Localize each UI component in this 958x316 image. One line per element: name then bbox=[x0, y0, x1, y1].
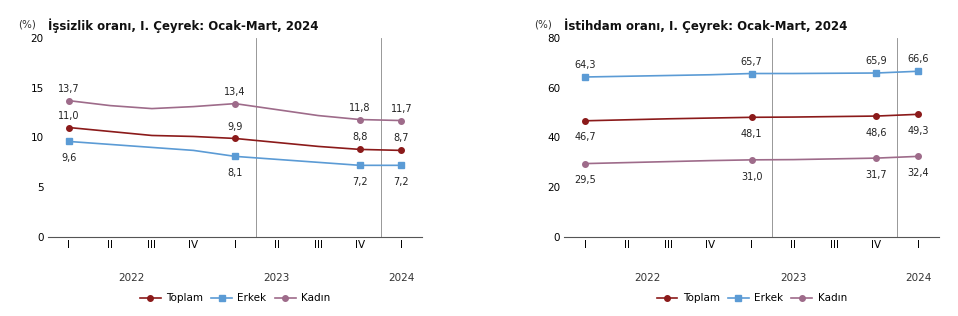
Text: 65,9: 65,9 bbox=[866, 56, 887, 66]
Text: 29,5: 29,5 bbox=[575, 175, 596, 185]
Text: 49,3: 49,3 bbox=[907, 126, 929, 136]
Text: 48,6: 48,6 bbox=[866, 128, 887, 138]
Legend: Toplam, Erkek, Kadın: Toplam, Erkek, Kadın bbox=[136, 289, 334, 307]
Text: 7,2: 7,2 bbox=[394, 177, 409, 187]
Text: 11,0: 11,0 bbox=[57, 111, 80, 121]
Legend: Toplam, Erkek, Kadın: Toplam, Erkek, Kadın bbox=[652, 289, 851, 307]
Text: 11,8: 11,8 bbox=[349, 103, 371, 112]
Text: (%): (%) bbox=[18, 20, 35, 30]
Text: 11,7: 11,7 bbox=[391, 104, 412, 113]
Text: 13,4: 13,4 bbox=[224, 87, 246, 97]
Text: 8,1: 8,1 bbox=[227, 168, 242, 178]
Text: 64,3: 64,3 bbox=[575, 60, 596, 70]
Text: İşsizlik oranı, I. Çeyrek: Ocak-Mart, 2024: İşsizlik oranı, I. Çeyrek: Ocak-Mart, 20… bbox=[48, 18, 318, 33]
Text: 48,1: 48,1 bbox=[741, 129, 763, 139]
Text: 66,6: 66,6 bbox=[907, 54, 929, 64]
Text: 8,7: 8,7 bbox=[394, 133, 409, 143]
Text: İstihdam oranı, I. Çeyrek: Ocak-Mart, 2024: İstihdam oranı, I. Çeyrek: Ocak-Mart, 20… bbox=[564, 18, 848, 33]
Text: 9,9: 9,9 bbox=[227, 122, 242, 131]
Text: 7,2: 7,2 bbox=[352, 177, 368, 187]
Text: 2022: 2022 bbox=[634, 273, 661, 283]
Text: 2024: 2024 bbox=[905, 273, 931, 283]
Text: (%): (%) bbox=[535, 20, 553, 30]
Text: 2024: 2024 bbox=[388, 273, 415, 283]
Text: 46,7: 46,7 bbox=[575, 132, 596, 143]
Text: 8,8: 8,8 bbox=[353, 132, 368, 143]
Text: 31,7: 31,7 bbox=[866, 170, 887, 180]
Text: 65,7: 65,7 bbox=[741, 57, 763, 67]
Text: 2023: 2023 bbox=[780, 273, 807, 283]
Text: 32,4: 32,4 bbox=[907, 168, 929, 178]
Text: 9,6: 9,6 bbox=[61, 153, 77, 163]
Text: 2022: 2022 bbox=[118, 273, 145, 283]
Text: 2023: 2023 bbox=[263, 273, 290, 283]
Text: 31,0: 31,0 bbox=[741, 172, 763, 181]
Text: 13,7: 13,7 bbox=[57, 84, 80, 94]
